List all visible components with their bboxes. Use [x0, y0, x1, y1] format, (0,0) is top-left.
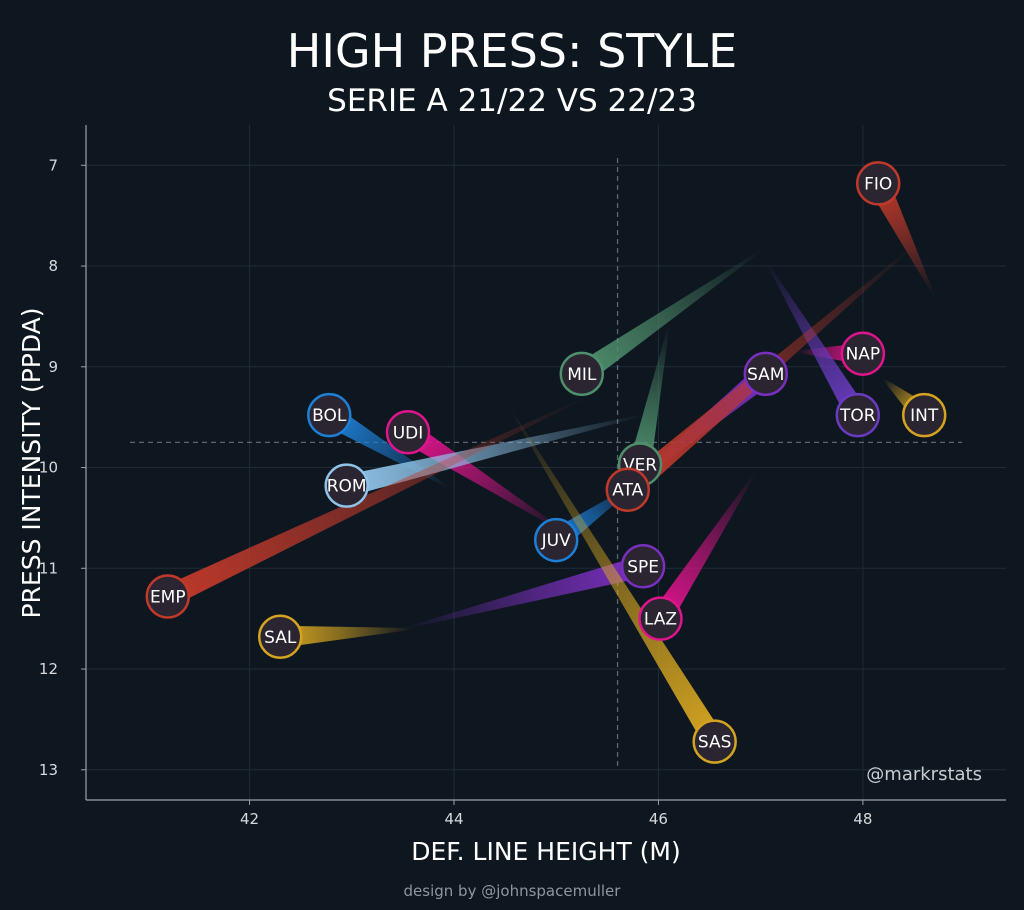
team-point-fio	[855, 161, 901, 206]
team-point-emp	[145, 574, 191, 619]
team-label-udi: UDI	[393, 423, 424, 443]
team-point-bol	[307, 392, 352, 438]
y-tick-label-3: 10	[39, 459, 58, 477]
team-marker-int: INT	[901, 392, 947, 438]
team-marker-emp: EMP	[145, 574, 191, 619]
trail-mil	[575, 250, 762, 383]
team-marker-sal: SAL	[257, 614, 303, 660]
team-marker-udi: UDI	[385, 410, 431, 455]
x-tick-label-0: 42	[240, 810, 259, 828]
team-label-spe: SPE	[627, 557, 659, 577]
team-label-int: INT	[910, 406, 939, 426]
team-point-sas	[692, 719, 737, 764]
chart-title: HIGH PRESS: STYLE	[287, 24, 737, 78]
trail-spe	[402, 555, 646, 630]
team-label-juv: JUV	[541, 531, 571, 551]
trail-sal	[279, 625, 414, 648]
trail-fio	[868, 178, 936, 297]
team-label-ata: ATA	[612, 481, 643, 501]
team-point-spe	[620, 544, 666, 589]
trail-emp	[163, 396, 588, 607]
team-point-tor	[835, 392, 881, 438]
team-marker-ata: ATA	[605, 467, 651, 512]
team-marker-fio: FIO	[855, 161, 901, 206]
trail-ver	[629, 326, 670, 467]
team-marker-spe: SPE	[620, 544, 666, 589]
x-tick-label-1: 44	[444, 810, 463, 828]
team-point-nap	[840, 331, 886, 376]
team-label-emp: EMP	[150, 587, 186, 607]
team-point-sal	[257, 614, 303, 660]
axes	[85, 125, 1006, 801]
team-label-tor: TOR	[839, 406, 876, 426]
y-tick-label-4: 11	[39, 559, 58, 577]
x-ticks: 42 44 46 48	[240, 800, 872, 828]
team-point-laz	[638, 596, 683, 641]
y-ticks: 7 8 9 10 11 12 13	[39, 156, 86, 779]
team-label-sam: SAM	[747, 365, 784, 385]
team-label-mil: MIL	[567, 365, 597, 385]
y-tick-label-2: 9	[48, 358, 58, 376]
team-label-fio: FIO	[864, 174, 892, 194]
team-label-rom: ROM	[327, 477, 367, 497]
team-point-sam	[743, 351, 789, 397]
team-point-rom	[324, 463, 369, 508]
team-marker-sam: SAM	[743, 351, 789, 397]
team-label-bol: BOL	[312, 406, 347, 426]
chart-subtitle: SERIE A 21/22 VS 22/23	[327, 83, 697, 119]
team-point-udi	[385, 410, 431, 455]
team-point-ata	[605, 467, 651, 512]
team-label-nap: NAP	[846, 345, 881, 365]
team-marker-laz: LAZ	[638, 596, 683, 641]
team-marker-rom: ROM	[324, 463, 369, 508]
team-point-mil	[559, 351, 605, 397]
trail-udi	[402, 423, 567, 534]
credit: design by @johnspacemuller	[404, 882, 622, 900]
team-label-laz: LAZ	[644, 610, 677, 630]
y-tick-label-0: 7	[48, 156, 58, 174]
x-axis-label: DEF. LINE HEIGHT (M)	[411, 837, 680, 866]
y-tick-label-5: 12	[39, 660, 58, 678]
watermark: @markrstats	[866, 764, 982, 785]
x-tick-label-2: 46	[649, 810, 668, 828]
team-label-sal: SAL	[264, 628, 297, 648]
y-tick-label-1: 8	[48, 257, 58, 275]
team-marker-sas: SAS	[692, 719, 737, 764]
trail-tor	[765, 260, 868, 421]
trail-sas	[509, 408, 724, 748]
team-label-sas: SAS	[698, 733, 732, 753]
team-point-juv	[533, 517, 579, 563]
x-tick-label-3: 48	[853, 810, 872, 828]
y-tick-label-6: 13	[39, 761, 58, 779]
team-marker-mil: MIL	[559, 351, 605, 397]
team-marker-tor: TOR	[835, 392, 881, 438]
trail-laz	[651, 472, 757, 625]
team-point-int	[901, 392, 947, 438]
team-marker-nap: NAP	[840, 331, 886, 376]
y-axis-label: PRESS INTENSITY (PPDA)	[17, 307, 46, 618]
team-marker-bol: BOL	[307, 392, 352, 438]
team-marker-juv: JUV	[533, 517, 579, 563]
